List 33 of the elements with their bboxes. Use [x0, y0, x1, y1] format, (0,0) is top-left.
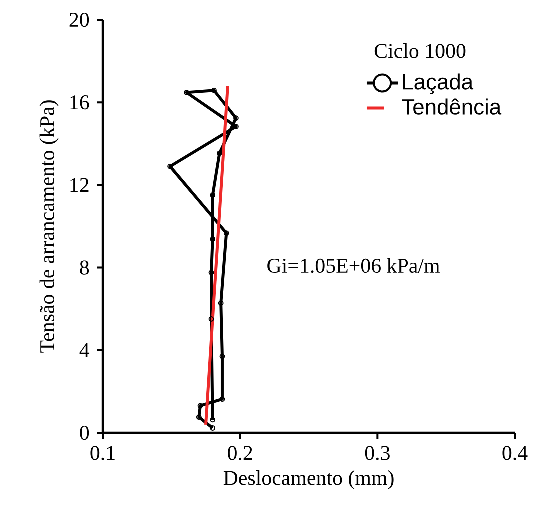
y-tick-label: 16	[70, 96, 90, 110]
point	[210, 236, 216, 242]
y-axis-title: Tensão de arrancamento (kPa)	[40, 100, 59, 353]
y-tick-label: 4	[80, 344, 90, 358]
legend-label: Laçada	[403, 74, 474, 94]
point	[220, 354, 226, 360]
x-axis-title: Deslocamento (mm)	[224, 470, 394, 490]
annotation: Gi=1.05E+06 kPa/m	[268, 258, 440, 274]
x-tick-label: 0.3	[365, 446, 390, 460]
point	[210, 417, 216, 423]
point	[196, 414, 202, 420]
x-tick-label: 0.2	[228, 446, 252, 460]
y-tick-label: 0	[80, 426, 90, 440]
point	[210, 426, 216, 431]
y-tick-label: 12	[70, 178, 89, 192]
legend-title: Ciclo 1000	[374, 44, 466, 58]
point	[212, 88, 217, 94]
y-tick-label: 8	[80, 260, 90, 275]
point	[220, 396, 226, 402]
point	[208, 316, 214, 322]
point	[184, 90, 190, 96]
x-tick-label: 0.1	[90, 446, 115, 460]
point	[217, 150, 222, 156]
point	[224, 230, 230, 236]
point	[210, 192, 216, 198]
point	[234, 116, 239, 121]
x-tick-label: 0.4	[502, 446, 528, 460]
point	[218, 300, 224, 306]
legend-label: Tendência	[402, 98, 502, 115]
point	[198, 403, 204, 409]
y-tick-label: 20	[70, 12, 90, 28]
point	[208, 270, 214, 276]
point	[168, 164, 173, 170]
